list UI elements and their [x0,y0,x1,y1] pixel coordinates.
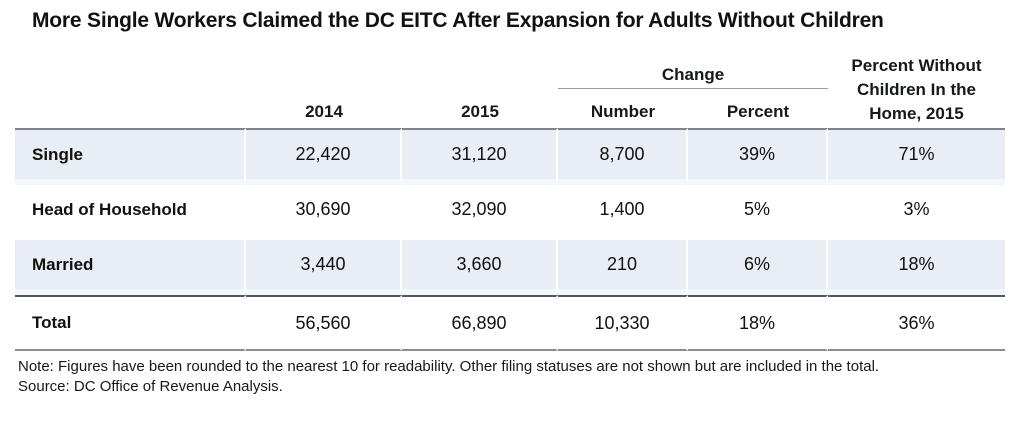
header-line-2: Children In the [857,79,976,99]
header-spacer [15,89,246,128]
header-column-row: 2014 2015 Number Percent [15,89,1005,128]
table-cell: 6% [688,240,828,295]
table-header: Change Percent Without Children In the H… [15,51,1005,128]
table-cell: 39% [688,128,828,185]
column-group-header-change: Change [558,51,828,89]
table-cell: 66,890 [402,295,558,351]
table-row-single: Single 22,420 31,120 8,700 39% 71% [15,128,1005,185]
table-row-head-of-household: Head of Household 30,690 32,090 1,400 5%… [15,185,1005,240]
table-cell: 18% [688,295,828,351]
table-cell: 3% [828,185,1005,240]
table-row-total: Total 56,560 66,890 10,330 18% 36% [15,295,1005,351]
table-cell: 18% [828,240,1005,295]
table-cell: 1,400 [558,185,688,240]
column-header-2015: 2015 [402,89,558,128]
header-spacer [15,51,558,89]
row-label: Total [15,295,246,351]
table-cell: 3,660 [402,240,558,295]
column-header-percent: Percent [688,89,828,128]
table-cell: 56,560 [246,295,402,351]
table-note: Note: Figures have been rounded to the n… [18,358,880,375]
table-cell: 36% [828,295,1005,351]
header-line-3: Home, 2015 [869,103,964,123]
table-cell: 5% [688,185,828,240]
table-body: Single 22,420 31,120 8,700 39% 71% Head … [15,128,1005,351]
table-cell: 3,440 [246,240,402,295]
table-cell: 30,690 [246,185,402,240]
column-header-percent-without-children: Percent Without Children In the Home, 20… [828,51,1005,128]
table-cell: 8,700 [558,128,688,185]
eitc-table: Change Percent Without Children In the H… [15,51,1005,351]
table-row-married: Married 3,440 3,660 210 6% 18% [15,240,1005,295]
figure-page: More Single Workers Claimed the DC EITC … [0,8,1021,426]
table-cell: 10,330 [558,295,688,351]
column-header-number: Number [558,89,688,128]
table-cell: 210 [558,240,688,295]
table-cell: 32,090 [402,185,558,240]
table-source: Source: DC Office of Revenue Analysis. [18,378,283,395]
row-label: Head of Household [15,185,246,240]
table-cell: 71% [828,128,1005,185]
header-group-row: Change Percent Without Children In the H… [15,51,1005,128]
table-footnotes: Note: Figures have been rounded to the n… [18,357,1021,397]
table-cell: 22,420 [246,128,402,185]
column-header-2014: 2014 [246,89,402,128]
row-label: Single [15,128,246,185]
table-cell: 31,120 [402,128,558,185]
header-line-1: Percent Without [851,55,982,75]
page-title: More Single Workers Claimed the DC EITC … [32,9,884,32]
row-label: Married [15,240,246,295]
